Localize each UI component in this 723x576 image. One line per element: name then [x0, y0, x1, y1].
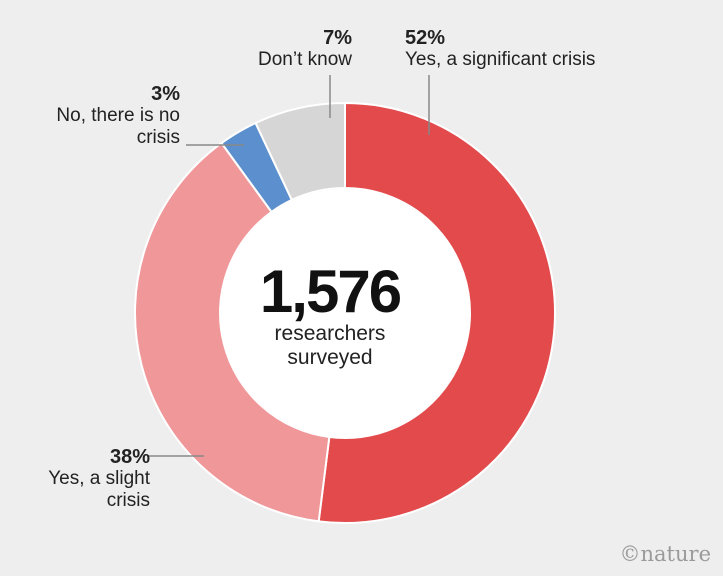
donut-slices — [134, 101, 556, 524]
label-dontknow-text: Don’t know — [258, 49, 352, 70]
center-number: 1,576 — [259, 258, 402, 325]
label-no: 3% No, there is no crisis — [20, 83, 180, 149]
label-slight-text-2: crisis — [106, 490, 150, 511]
label-slight-pct: 38% — [109, 446, 150, 468]
label-no-pct: 3% — [151, 83, 180, 105]
label-slight: 38% Yes, a slight crisis — [20, 446, 150, 512]
label-slight-text-1: Yes, a slight — [48, 468, 150, 489]
label-significant-pct: 52% — [405, 27, 446, 49]
nature-credit: ©nature — [619, 542, 711, 566]
donut-hole — [221, 189, 469, 437]
center-label: 1,576 researchers surveyed — [230, 262, 430, 370]
label-dontknow-pct: 7% — [323, 27, 352, 49]
label-no-text-2: crisis — [136, 127, 180, 148]
slice-slight — [134, 141, 331, 523]
slice-significant — [317, 101, 556, 524]
label-dontknow: 7% Don’t know — [232, 27, 352, 71]
label-significant: 52% Yes, a significant crisis — [405, 27, 595, 71]
label-no-text-1: No, there is no — [56, 105, 180, 126]
label-significant-text: Yes, a significant crisis — [405, 49, 596, 70]
center-text-line1: researchers — [274, 322, 386, 345]
center-text-line2: surveyed — [287, 346, 373, 369]
slice-dontknow — [254, 101, 346, 202]
